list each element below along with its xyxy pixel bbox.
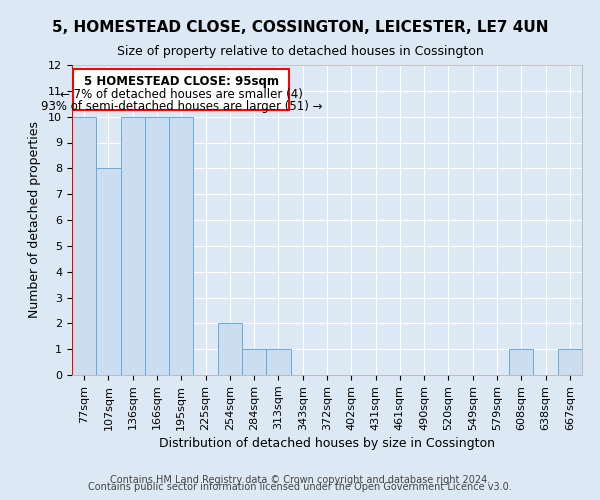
- Text: 5, HOMESTEAD CLOSE, COSSINGTON, LEICESTER, LE7 4UN: 5, HOMESTEAD CLOSE, COSSINGTON, LEICESTE…: [52, 20, 548, 35]
- Bar: [72, 116, 96, 375]
- X-axis label: Distribution of detached houses by size in Cossington: Distribution of detached houses by size …: [159, 437, 495, 450]
- Bar: [218, 324, 242, 375]
- Bar: [509, 349, 533, 375]
- Text: ← 7% of detached houses are smaller (4): ← 7% of detached houses are smaller (4): [60, 88, 303, 101]
- Bar: [558, 349, 582, 375]
- Text: Contains HM Land Registry data © Crown copyright and database right 2024.: Contains HM Land Registry data © Crown c…: [110, 475, 490, 485]
- Bar: [266, 349, 290, 375]
- FancyBboxPatch shape: [73, 69, 289, 110]
- Text: Size of property relative to detached houses in Cossington: Size of property relative to detached ho…: [116, 45, 484, 58]
- Bar: [121, 116, 145, 375]
- Bar: [169, 116, 193, 375]
- Text: 93% of semi-detached houses are larger (51) →: 93% of semi-detached houses are larger (…: [41, 100, 322, 113]
- Y-axis label: Number of detached properties: Number of detached properties: [28, 122, 41, 318]
- Text: 5 HOMESTEAD CLOSE: 95sqm: 5 HOMESTEAD CLOSE: 95sqm: [84, 76, 279, 88]
- Bar: [242, 349, 266, 375]
- Bar: [145, 116, 169, 375]
- Bar: [96, 168, 121, 375]
- Text: Contains public sector information licensed under the Open Government Licence v3: Contains public sector information licen…: [88, 482, 512, 492]
